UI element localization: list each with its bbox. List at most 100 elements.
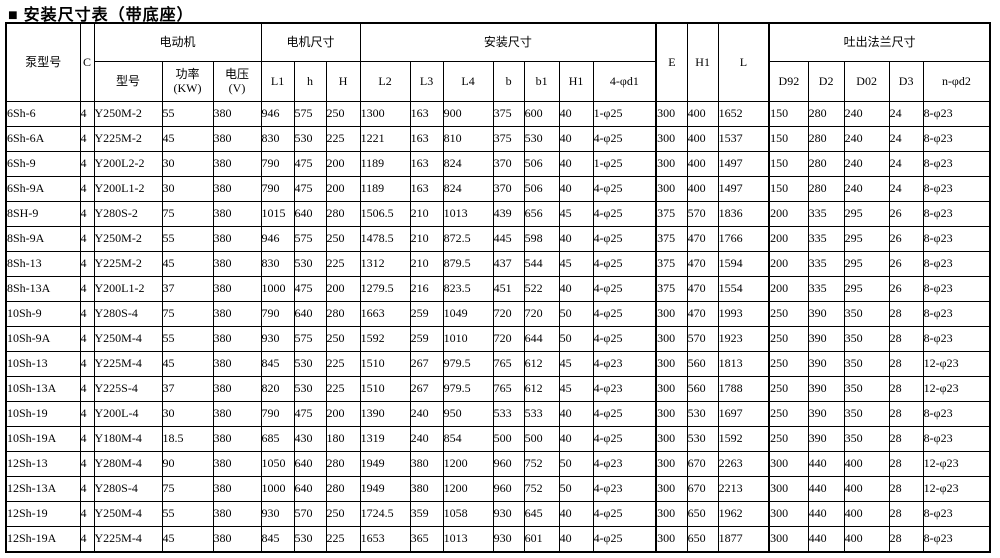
- cell-d1-holes: 4-φ25: [592, 501, 657, 527]
- cell-pump-model: 12Sh-13: [5, 451, 81, 477]
- cell-c: 4: [79, 501, 95, 527]
- cell-voltage: 380: [212, 126, 262, 152]
- cell-b1: 530: [523, 126, 560, 152]
- cell-pump-model: 10Sh-13: [5, 351, 81, 377]
- cell-h1-overall: 670: [686, 451, 719, 477]
- table-row: 12Sh-19A 4 Y225M-4 45 380 845 530 225 1653 365 101…: [5, 526, 991, 553]
- cell-b1: 656: [523, 201, 560, 227]
- cell-power: 75: [161, 301, 214, 327]
- col-header-l3: L3: [409, 61, 444, 102]
- cell-d3: 28: [888, 501, 924, 527]
- cell-d2: 335: [807, 201, 845, 227]
- cell-l2: 1653: [359, 526, 411, 553]
- cell-motor-model: Y225S-4: [93, 376, 163, 402]
- table-row: 10Sh-19 4 Y200L-4 30 380 790 475 200 1390 240 950 5…: [5, 401, 991, 427]
- cell-h1-overall: 530: [686, 401, 719, 427]
- cell-d1-holes: 1-φ25: [592, 151, 657, 177]
- cell-h1-overall: 470: [686, 276, 719, 302]
- cell-d2: 440: [807, 526, 845, 553]
- cell-d02: 240: [843, 151, 890, 177]
- cell-motor-model: Y225M-4: [93, 526, 163, 553]
- cell-l-overall: 1836: [717, 201, 770, 227]
- cell-l2: 1319: [359, 426, 411, 452]
- cell-power: 30: [161, 151, 214, 177]
- cell-h-lower: 640: [293, 451, 327, 477]
- cell-l1: 790: [260, 401, 295, 427]
- power-label-line1: 功率: [175, 67, 200, 82]
- cell-d2: 335: [807, 276, 845, 302]
- installation-dimensions-table: 泵型号 C 电动机 电机尺寸 安装尺寸 E H1 L 吐出法兰尺寸 型号 功率 …: [5, 22, 992, 553]
- col-header-power: 功率 (KW): [161, 61, 214, 102]
- col-header-b: b: [492, 61, 525, 102]
- cell-h-upper: 200: [325, 401, 361, 427]
- cell-l1: 930: [260, 326, 295, 352]
- cell-d2: 440: [807, 501, 845, 527]
- cell-h-lower: 530: [293, 251, 327, 277]
- cell-voltage: 380: [212, 251, 262, 277]
- table-row: 6Sh-9 4 Y200L2-2 30 380 790 475 200 1189 163 824 37…: [5, 151, 991, 177]
- table-row: 10Sh-13A 4 Y225S-4 37 380 820 530 225 1510 267 979…: [5, 376, 991, 402]
- cell-h-upper: 280: [325, 451, 361, 477]
- cell-d1-holes: 4-φ23: [592, 476, 657, 502]
- cell-motor-model: Y280S-2: [93, 201, 163, 227]
- cell-l4: 879.5: [442, 251, 494, 277]
- cell-h1-install: 40: [558, 176, 594, 202]
- cell-motor-model: Y280S-4: [93, 476, 163, 502]
- cell-l2: 1312: [359, 251, 411, 277]
- table-row: 8Sh-9A 4 Y250M-2 55 380 946 575 250 1478.5 210 872…: [5, 226, 991, 252]
- cell-b: 445: [492, 226, 525, 252]
- cell-power: 30: [161, 176, 214, 202]
- cell-pump-model: 12Sh-19: [5, 501, 81, 527]
- cell-l1: 790: [260, 176, 295, 202]
- cell-motor-model: Y200L1-2: [93, 276, 163, 302]
- col-header-h1-overall: H1: [686, 22, 719, 102]
- cell-h-lower: 640: [293, 476, 327, 502]
- cell-d3: 26: [888, 201, 924, 227]
- cell-motor-model: Y280M-4: [93, 451, 163, 477]
- cell-b1: 506: [523, 151, 560, 177]
- cell-h1-install: 45: [558, 376, 594, 402]
- cell-e: 300: [655, 101, 688, 127]
- cell-pump-model: 6Sh-6: [5, 101, 81, 127]
- cell-motor-model: Y200L-4: [93, 401, 163, 427]
- col-header-d1-holes: 4-φd1: [592, 61, 657, 102]
- cell-l-overall: 1877: [717, 526, 770, 553]
- cell-h-lower: 530: [293, 351, 327, 377]
- cell-e: 300: [655, 526, 688, 553]
- cell-l3: 163: [409, 151, 444, 177]
- cell-l3: 380: [409, 476, 444, 502]
- cell-b1: 533: [523, 401, 560, 427]
- cell-e: 375: [655, 201, 688, 227]
- col-header-h-lower: h: [293, 61, 327, 102]
- cell-h-lower: 475: [293, 276, 327, 302]
- cell-h-lower: 475: [293, 176, 327, 202]
- cell-h-upper: 225: [325, 351, 361, 377]
- header-row-columns: 型号 功率 (KW) 电压 (V) L1 h H L2 L3 L4 b b1 H…: [6, 61, 991, 102]
- cell-h1-overall: 400: [686, 176, 719, 202]
- cell-l-overall: 1766: [717, 226, 770, 252]
- power-label-line2: (KW): [173, 80, 202, 95]
- cell-n-d2-holes: 8-φ23: [922, 276, 991, 302]
- cell-l1: 820: [260, 376, 295, 402]
- cell-power: 75: [161, 476, 214, 502]
- cell-l1: 946: [260, 226, 295, 252]
- cell-b: 451: [492, 276, 525, 302]
- table-row: 12Sh-13 4 Y280M-4 90 380 1050 640 280 1949 380 120…: [5, 451, 991, 477]
- cell-d3: 28: [888, 376, 924, 402]
- table-row: 8Sh-13 4 Y225M-2 45 380 830 530 225 1312 210 879.5…: [5, 251, 991, 277]
- cell-b: 720: [492, 326, 525, 352]
- cell-c: 4: [79, 351, 95, 377]
- cell-l-overall: 1923: [717, 326, 770, 352]
- cell-voltage: 380: [212, 301, 262, 327]
- cell-h-lower: 475: [293, 151, 327, 177]
- cell-b1: 506: [523, 176, 560, 202]
- cell-h1-overall: 400: [686, 101, 719, 127]
- cell-n-d2-holes: 8-φ23: [922, 426, 991, 452]
- cell-power: 55: [161, 501, 214, 527]
- cell-d3: 28: [888, 351, 924, 377]
- cell-h-lower: 575: [293, 326, 327, 352]
- cell-h-lower: 530: [293, 526, 327, 553]
- cell-motor-model: Y250M-4: [93, 326, 163, 352]
- cell-motor-model: Y250M-4: [93, 501, 163, 527]
- cell-l-overall: 1592: [717, 426, 770, 452]
